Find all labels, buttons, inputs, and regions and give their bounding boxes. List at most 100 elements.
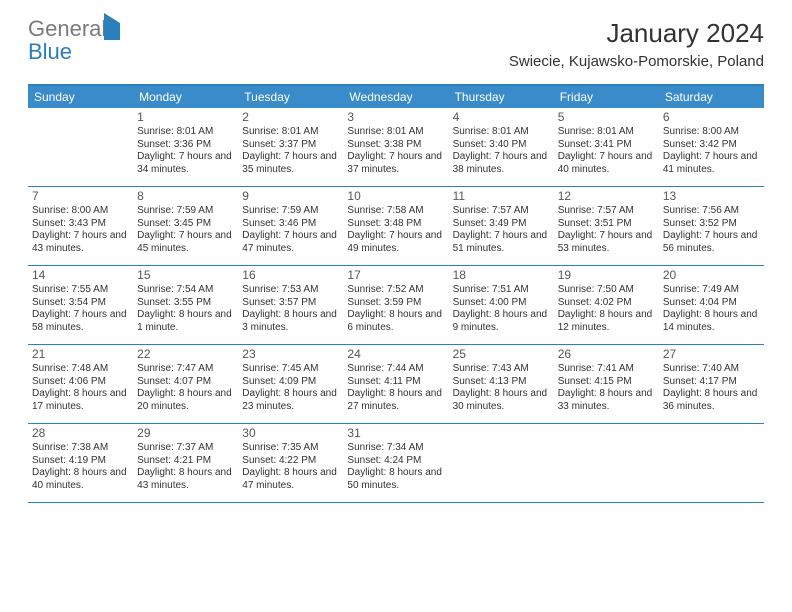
weekday-header-row: SundayMondayTuesdayWednesdayThursdayFrid… <box>28 86 764 108</box>
calendar: SundayMondayTuesdayWednesdayThursdayFrid… <box>28 84 764 503</box>
day-cell: 2Sunrise: 8:01 AMSunset: 3:37 PMDaylight… <box>238 108 343 186</box>
day-info: Sunrise: 7:37 AMSunset: 4:21 PMDaylight:… <box>137 442 234 492</box>
week-row: 28Sunrise: 7:38 AMSunset: 4:19 PMDayligh… <box>28 424 764 503</box>
day-info: Sunrise: 8:01 AMSunset: 3:41 PMDaylight:… <box>558 126 655 176</box>
weekday-header: Tuesday <box>238 86 343 108</box>
day-number: 6 <box>663 110 760 125</box>
day-cell: 3Sunrise: 8:01 AMSunset: 3:38 PMDaylight… <box>343 108 448 186</box>
day-cell-empty <box>449 424 554 502</box>
day-number: 24 <box>347 347 444 362</box>
day-info: Sunrise: 7:41 AMSunset: 4:15 PMDaylight:… <box>558 363 655 413</box>
day-number: 28 <box>32 426 129 441</box>
day-info: Sunrise: 7:45 AMSunset: 4:09 PMDaylight:… <box>242 363 339 413</box>
day-cell: 14Sunrise: 7:55 AMSunset: 3:54 PMDayligh… <box>28 266 133 344</box>
day-info: Sunrise: 7:44 AMSunset: 4:11 PMDaylight:… <box>347 363 444 413</box>
logo-text-general: General <box>28 16 106 41</box>
weekday-header: Saturday <box>659 86 764 108</box>
day-number: 4 <box>453 110 550 125</box>
weekday-header: Thursday <box>449 86 554 108</box>
day-info: Sunrise: 7:49 AMSunset: 4:04 PMDaylight:… <box>663 284 760 334</box>
day-number: 9 <box>242 189 339 204</box>
day-number: 27 <box>663 347 760 362</box>
day-info: Sunrise: 7:53 AMSunset: 3:57 PMDaylight:… <box>242 284 339 334</box>
day-info: Sunrise: 8:01 AMSunset: 3:40 PMDaylight:… <box>453 126 550 176</box>
day-cell: 27Sunrise: 7:40 AMSunset: 4:17 PMDayligh… <box>659 345 764 423</box>
weekday-header: Monday <box>133 86 238 108</box>
week-row: 7Sunrise: 8:00 AMSunset: 3:43 PMDaylight… <box>28 187 764 266</box>
day-number: 26 <box>558 347 655 362</box>
day-number: 25 <box>453 347 550 362</box>
logo-text-blue: Blue <box>28 39 72 64</box>
day-number: 14 <box>32 268 129 283</box>
day-cell: 26Sunrise: 7:41 AMSunset: 4:15 PMDayligh… <box>554 345 659 423</box>
day-info: Sunrise: 7:51 AMSunset: 4:00 PMDaylight:… <box>453 284 550 334</box>
day-cell: 10Sunrise: 7:58 AMSunset: 3:48 PMDayligh… <box>343 187 448 265</box>
month-title: January 2024 <box>509 18 764 49</box>
logo-triangle-icon <box>104 13 120 40</box>
day-cell: 24Sunrise: 7:44 AMSunset: 4:11 PMDayligh… <box>343 345 448 423</box>
day-number: 30 <box>242 426 339 441</box>
day-cell: 22Sunrise: 7:47 AMSunset: 4:07 PMDayligh… <box>133 345 238 423</box>
day-cell: 1Sunrise: 8:01 AMSunset: 3:36 PMDaylight… <box>133 108 238 186</box>
day-number: 22 <box>137 347 234 362</box>
day-info: Sunrise: 7:58 AMSunset: 3:48 PMDaylight:… <box>347 205 444 255</box>
day-info: Sunrise: 7:59 AMSunset: 3:45 PMDaylight:… <box>137 205 234 255</box>
day-number: 11 <box>453 189 550 204</box>
week-row: 1Sunrise: 8:01 AMSunset: 3:36 PMDaylight… <box>28 108 764 187</box>
day-number: 1 <box>137 110 234 125</box>
day-cell: 12Sunrise: 7:57 AMSunset: 3:51 PMDayligh… <box>554 187 659 265</box>
header: General Blue January 2024 Swiecie, Kujaw… <box>0 0 792 76</box>
day-info: Sunrise: 7:48 AMSunset: 4:06 PMDaylight:… <box>32 363 129 413</box>
day-info: Sunrise: 7:57 AMSunset: 3:49 PMDaylight:… <box>453 205 550 255</box>
day-number: 17 <box>347 268 444 283</box>
day-info: Sunrise: 8:00 AMSunset: 3:43 PMDaylight:… <box>32 205 129 255</box>
day-number: 21 <box>32 347 129 362</box>
day-number: 15 <box>137 268 234 283</box>
day-info: Sunrise: 7:34 AMSunset: 4:24 PMDaylight:… <box>347 442 444 492</box>
day-number: 16 <box>242 268 339 283</box>
day-cell: 28Sunrise: 7:38 AMSunset: 4:19 PMDayligh… <box>28 424 133 502</box>
day-number: 7 <box>32 189 129 204</box>
day-cell: 15Sunrise: 7:54 AMSunset: 3:55 PMDayligh… <box>133 266 238 344</box>
day-cell: 16Sunrise: 7:53 AMSunset: 3:57 PMDayligh… <box>238 266 343 344</box>
day-info: Sunrise: 8:01 AMSunset: 3:37 PMDaylight:… <box>242 126 339 176</box>
day-info: Sunrise: 7:43 AMSunset: 4:13 PMDaylight:… <box>453 363 550 413</box>
day-cell: 5Sunrise: 8:01 AMSunset: 3:41 PMDaylight… <box>554 108 659 186</box>
location: Swiecie, Kujawsko-Pomorskie, Poland <box>509 53 764 70</box>
day-info: Sunrise: 7:52 AMSunset: 3:59 PMDaylight:… <box>347 284 444 334</box>
title-block: January 2024 Swiecie, Kujawsko-Pomorskie… <box>509 18 764 70</box>
day-info: Sunrise: 7:54 AMSunset: 3:55 PMDaylight:… <box>137 284 234 334</box>
day-number: 13 <box>663 189 760 204</box>
day-cell: 23Sunrise: 7:45 AMSunset: 4:09 PMDayligh… <box>238 345 343 423</box>
day-cell-empty <box>659 424 764 502</box>
day-info: Sunrise: 7:57 AMSunset: 3:51 PMDaylight:… <box>558 205 655 255</box>
day-info: Sunrise: 7:50 AMSunset: 4:02 PMDaylight:… <box>558 284 655 334</box>
day-info: Sunrise: 7:40 AMSunset: 4:17 PMDaylight:… <box>663 363 760 413</box>
day-number: 12 <box>558 189 655 204</box>
logo: General Blue <box>28 18 120 64</box>
day-cell-empty <box>28 108 133 186</box>
day-info: Sunrise: 8:00 AMSunset: 3:42 PMDaylight:… <box>663 126 760 176</box>
day-cell: 17Sunrise: 7:52 AMSunset: 3:59 PMDayligh… <box>343 266 448 344</box>
day-info: Sunrise: 7:55 AMSunset: 3:54 PMDaylight:… <box>32 284 129 334</box>
day-info: Sunrise: 7:38 AMSunset: 4:19 PMDaylight:… <box>32 442 129 492</box>
day-cell: 20Sunrise: 7:49 AMSunset: 4:04 PMDayligh… <box>659 266 764 344</box>
day-info: Sunrise: 7:35 AMSunset: 4:22 PMDaylight:… <box>242 442 339 492</box>
day-cell: 8Sunrise: 7:59 AMSunset: 3:45 PMDaylight… <box>133 187 238 265</box>
day-cell: 31Sunrise: 7:34 AMSunset: 4:24 PMDayligh… <box>343 424 448 502</box>
weekday-header: Friday <box>554 86 659 108</box>
day-cell: 9Sunrise: 7:59 AMSunset: 3:46 PMDaylight… <box>238 187 343 265</box>
weekday-header: Sunday <box>28 86 133 108</box>
day-number: 23 <box>242 347 339 362</box>
day-info: Sunrise: 7:59 AMSunset: 3:46 PMDaylight:… <box>242 205 339 255</box>
week-row: 14Sunrise: 7:55 AMSunset: 3:54 PMDayligh… <box>28 266 764 345</box>
day-cell: 6Sunrise: 8:00 AMSunset: 3:42 PMDaylight… <box>659 108 764 186</box>
day-number: 2 <box>242 110 339 125</box>
day-number: 5 <box>558 110 655 125</box>
week-row: 21Sunrise: 7:48 AMSunset: 4:06 PMDayligh… <box>28 345 764 424</box>
day-cell: 13Sunrise: 7:56 AMSunset: 3:52 PMDayligh… <box>659 187 764 265</box>
day-cell: 4Sunrise: 8:01 AMSunset: 3:40 PMDaylight… <box>449 108 554 186</box>
day-cell-empty <box>554 424 659 502</box>
day-number: 20 <box>663 268 760 283</box>
day-cell: 11Sunrise: 7:57 AMSunset: 3:49 PMDayligh… <box>449 187 554 265</box>
